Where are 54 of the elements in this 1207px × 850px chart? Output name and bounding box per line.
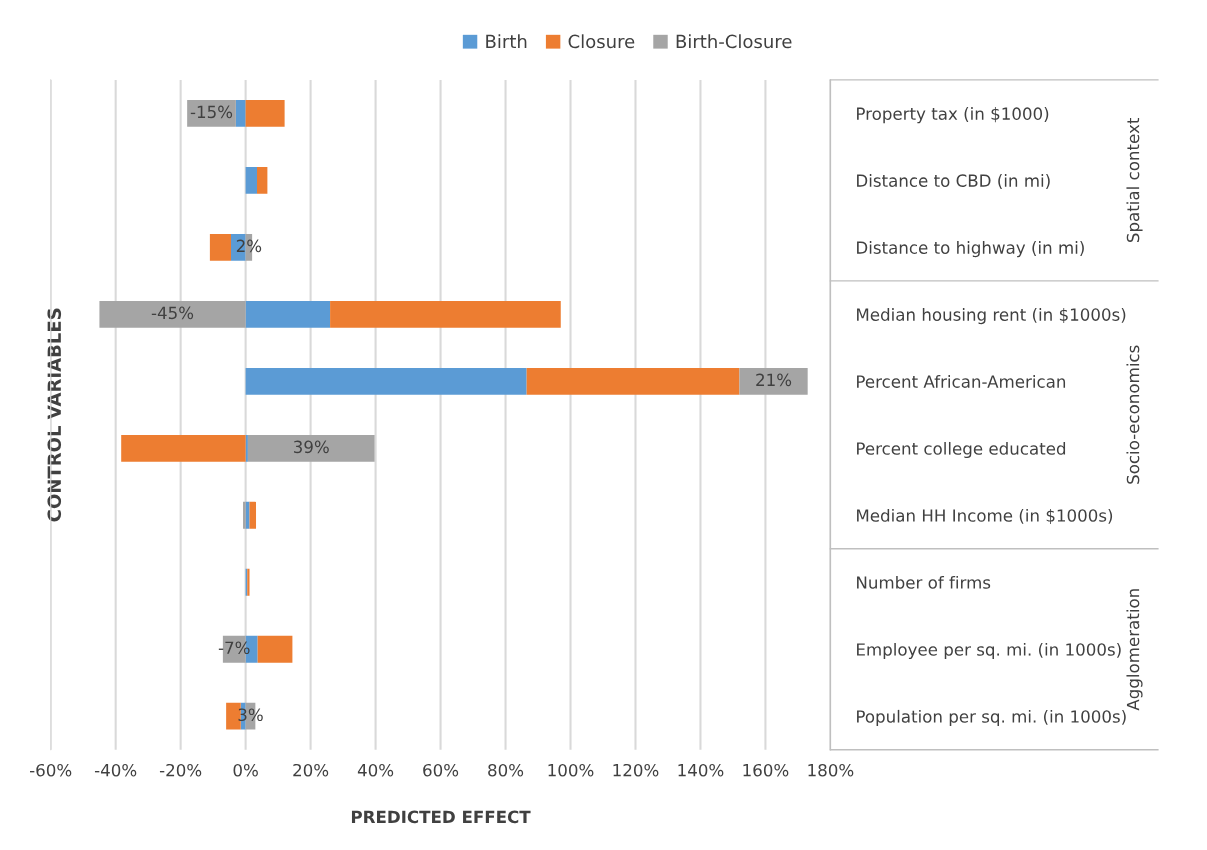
y-tick-label: Distance to highway (in mi) (857, 241, 1084, 258)
x-axis-title: PREDICTED EFFECT (351, 810, 531, 824)
bar (245, 300, 331, 328)
y-tick-label: Percent college educated (857, 441, 1066, 459)
data-label: -45% (151, 306, 194, 320)
text: Socio-economics (1126, 345, 1140, 484)
y-tick-label: Property tax (in $1000) (857, 107, 1049, 124)
text: Agglomeration (1126, 589, 1143, 711)
bar (245, 501, 250, 529)
x-tick-label: -20% (159, 763, 202, 777)
x-tick-label: 80% (488, 763, 524, 777)
bar (739, 367, 808, 395)
text: Spatial context (1126, 118, 1143, 243)
x-tick-label: -40% (94, 763, 137, 777)
bar (245, 367, 527, 395)
x-tick-label: 180% (808, 763, 854, 777)
data-label: -15% (190, 105, 233, 119)
data-label: 39% (294, 440, 329, 454)
bar (247, 434, 375, 462)
y-tick-label: Distance to CBD (in mi) (857, 174, 1050, 189)
x-tick-label: 0% (233, 763, 258, 777)
data-label: 3% (238, 708, 263, 722)
y-tick-label: Population per sq. mi. (in 1000s) (857, 709, 1126, 727)
legend-label: Birth (486, 34, 527, 48)
bar (99, 300, 246, 328)
legend-label: Birth-Closure (676, 34, 792, 49)
bar (235, 99, 246, 127)
y-axis-title: CONTROL VARIABLES (47, 308, 62, 522)
bar (257, 166, 268, 194)
y-tick-label: Number of firms (857, 575, 991, 589)
bar (249, 501, 257, 529)
x-tick-label: 160% (743, 763, 789, 777)
y-tick-label: Employee per sq. mi. (in 1000s) (857, 642, 1121, 660)
bar (243, 501, 246, 529)
x-tick-label: 140% (678, 763, 724, 777)
y-tick-label: Percent African-American (857, 374, 1066, 388)
bar (209, 233, 231, 261)
legend-label: Closure (568, 34, 635, 49)
x-tick-label: 100% (548, 763, 594, 777)
x-tick-label: 60% (423, 763, 459, 777)
bar (330, 300, 561, 328)
x-tick-label: -60% (29, 763, 72, 777)
bar (121, 434, 246, 462)
bar (245, 99, 285, 127)
bar (245, 166, 257, 194)
data-label: 21% (756, 373, 792, 387)
x-tick-label: 20% (293, 763, 329, 777)
bar (187, 99, 236, 127)
bar (257, 635, 293, 663)
x-tick-label: 120% (613, 763, 659, 777)
bar (526, 367, 740, 395)
y-tick-label: Median housing rent (in $1000s) (857, 308, 1126, 325)
x-tick-label: 40% (357, 763, 394, 777)
y-tick-label: Median HH Income (in $1000s) (857, 508, 1113, 525)
